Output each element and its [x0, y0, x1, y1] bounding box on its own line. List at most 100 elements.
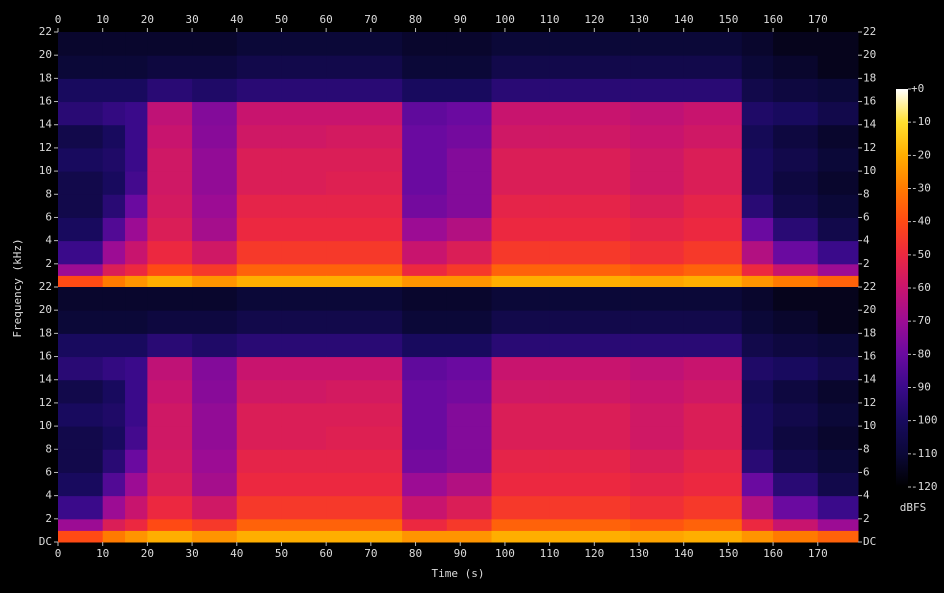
heatmap-cell	[326, 275, 403, 288]
y-tick-label: 14	[39, 373, 53, 386]
heatmap-cell	[630, 101, 685, 126]
heatmap-cell	[102, 287, 126, 311]
heatmap-cell	[326, 263, 403, 276]
x-tick-label: 80	[409, 547, 422, 560]
heatmap-cell	[741, 495, 774, 520]
heatmap-cell	[125, 171, 148, 195]
heatmap-cell	[326, 78, 403, 103]
x-tick-label: 30	[185, 13, 198, 26]
heatmap-cell	[125, 518, 148, 531]
heatmap-cell	[683, 217, 743, 242]
heatmap-cell	[549, 124, 631, 149]
heatmap-cell	[281, 78, 327, 103]
heatmap-cell	[281, 240, 327, 265]
heatmap-cell	[446, 530, 493, 543]
heatmap-cell	[773, 124, 819, 149]
heatmap-cell	[549, 426, 631, 450]
heatmap-cell	[326, 147, 403, 172]
heatmap-cell	[773, 426, 819, 450]
y-tick-label: 22	[39, 280, 52, 293]
heatmap-cell	[236, 402, 282, 427]
heatmap-cell	[741, 147, 774, 172]
heatmap-cell	[446, 287, 493, 311]
heatmap-cell	[773, 495, 819, 520]
y-tick-label: 14	[863, 118, 877, 131]
heatmap-cell	[192, 333, 238, 358]
y-tick-label: 8	[45, 187, 52, 200]
heatmap-cell	[630, 240, 685, 265]
y-tick-label: 18	[39, 326, 52, 339]
heatmap-cell	[147, 310, 193, 334]
y-tick-label: 20	[863, 303, 876, 316]
heatmap-cell	[402, 379, 448, 404]
heatmap-cell	[281, 449, 327, 473]
heatmap-cell	[817, 449, 859, 473]
heatmap-cell	[446, 310, 493, 334]
heatmap-cell	[192, 78, 238, 103]
heatmap-cell	[58, 217, 104, 242]
heatmap-cell	[683, 310, 743, 334]
heatmap-cell	[58, 310, 104, 334]
heatmap-cell	[773, 275, 819, 288]
heatmap-cell	[683, 275, 743, 288]
heatmap-cell	[326, 356, 403, 381]
heatmap-cell	[147, 402, 193, 427]
heatmap-cell	[236, 217, 282, 242]
y-tick-label: 2	[863, 512, 870, 525]
heatmap-cell	[491, 287, 551, 311]
x-tick-label: 140	[674, 547, 694, 560]
heatmap-cell	[125, 287, 148, 311]
heatmap-cell	[402, 472, 448, 497]
heatmap-cell	[741, 240, 774, 265]
heatmap-cell	[58, 530, 104, 543]
heatmap-cell	[281, 356, 327, 381]
heatmap-cell	[147, 530, 193, 543]
heatmap-cell	[102, 402, 126, 427]
heatmap-cell	[102, 78, 126, 103]
heatmap-cell	[773, 310, 819, 334]
heatmap-cell	[817, 356, 859, 381]
colorbar-tick-label: -40	[911, 215, 931, 228]
colorbar-tick-label: -10	[911, 115, 931, 128]
heatmap-cell	[741, 32, 774, 56]
heatmap-cell	[102, 495, 126, 520]
heatmap-cell	[125, 194, 148, 218]
heatmap-cell	[58, 426, 104, 450]
heatmap-cell	[236, 426, 282, 450]
heatmap-cell	[326, 426, 403, 450]
heatmap-cell	[741, 124, 774, 149]
heatmap-cell	[58, 147, 104, 172]
heatmap-cell	[326, 495, 403, 520]
heatmap-cell	[446, 78, 493, 103]
heatmap-cell	[741, 402, 774, 427]
x-tick-label: 170	[808, 13, 828, 26]
heatmap-cell	[549, 101, 631, 126]
heatmap-cell	[446, 402, 493, 427]
heatmap-cell	[281, 287, 327, 311]
heatmap-cell	[683, 333, 743, 358]
x-tick-label: 30	[185, 547, 198, 560]
heatmap-cell	[326, 472, 403, 497]
heatmap-cell	[125, 275, 148, 288]
heatmap-cell	[192, 217, 238, 242]
heatmap-cell	[741, 287, 774, 311]
heatmap-cell	[326, 194, 403, 218]
heatmap-cell	[402, 147, 448, 172]
heatmap-cell	[630, 263, 685, 276]
heatmap-cell	[773, 55, 819, 79]
heatmap-cell	[326, 240, 403, 265]
heatmap-cell	[817, 124, 859, 149]
heatmap-cell	[147, 32, 193, 56]
heatmap-cell	[491, 275, 551, 288]
x-tick-label: 40	[230, 547, 243, 560]
heatmap-cell	[817, 379, 859, 404]
heatmap-cell	[773, 379, 819, 404]
heatmap-cell	[236, 55, 282, 79]
heatmap-cell	[630, 518, 685, 531]
heatmap-cell	[630, 32, 685, 56]
heatmap-cell	[102, 124, 126, 149]
colorbar-tick-label: -20	[911, 148, 931, 161]
heatmap-cell	[446, 240, 493, 265]
heatmap-cell	[236, 78, 282, 103]
heatmap-cell	[236, 124, 282, 149]
